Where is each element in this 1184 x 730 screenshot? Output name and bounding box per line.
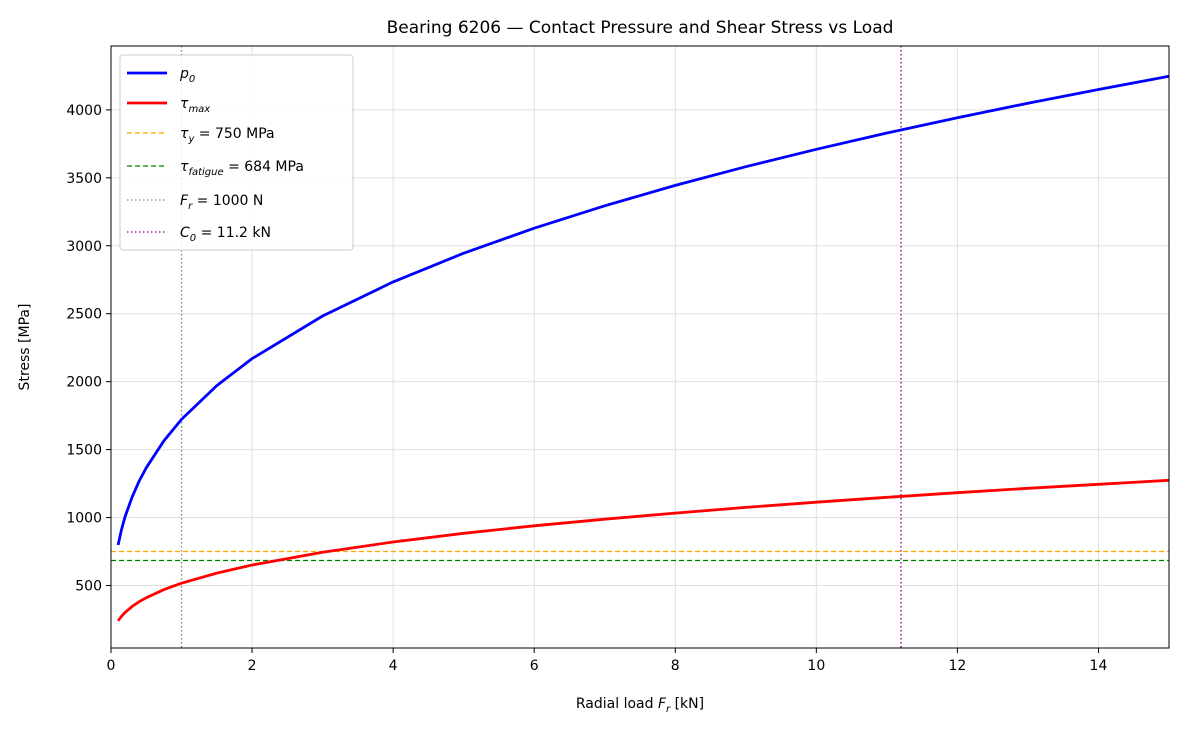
legend-label: τfatigue = 684 MPa bbox=[180, 159, 304, 178]
y-tick-label: 4000 bbox=[66, 103, 102, 119]
x-tick-label: 4 bbox=[389, 658, 398, 674]
x-tick-label: 10 bbox=[807, 658, 825, 674]
x-tick-label: 14 bbox=[1090, 658, 1108, 674]
x-tick-label: 2 bbox=[248, 658, 257, 674]
x-tick-label: 0 bbox=[107, 658, 116, 674]
series-line bbox=[116, 478, 1170, 622]
y-tick-label: 3000 bbox=[66, 239, 102, 255]
legend-label: p0 bbox=[179, 66, 195, 85]
plot-frame bbox=[110, 45, 1170, 649]
legend-label: τmax bbox=[180, 96, 210, 115]
legend-label: Fr = 1000 N bbox=[180, 193, 263, 212]
y-axis-label: Stress [MPa] bbox=[17, 304, 33, 391]
legend: p0 τmax τy = 750 MPa τfatigue = 684 MPa Fr =… bbox=[119, 54, 354, 251]
x-axis-label: Radial load Fr [kN] bbox=[576, 696, 704, 715]
y-tick-label: 1000 bbox=[66, 511, 102, 527]
y-tick-label: 1500 bbox=[66, 443, 102, 459]
legend-box bbox=[119, 54, 354, 251]
y-tick-label: 3500 bbox=[66, 171, 102, 187]
chart-title: Bearing 6206 — Contact Pressure and Shea… bbox=[387, 18, 894, 38]
y-tick-label: 2000 bbox=[66, 375, 102, 391]
x-tick-label: 6 bbox=[530, 658, 539, 674]
y-tick-label: 2500 bbox=[66, 307, 102, 323]
x-tick-label: 12 bbox=[948, 658, 966, 674]
series-line bbox=[116, 74, 1170, 546]
x-tick-label: 8 bbox=[671, 658, 680, 674]
legend-label: C0 = 11.2 kN bbox=[180, 225, 271, 244]
legend-label: τy = 750 MPa bbox=[180, 126, 275, 145]
y-tick-label: 500 bbox=[75, 578, 102, 594]
